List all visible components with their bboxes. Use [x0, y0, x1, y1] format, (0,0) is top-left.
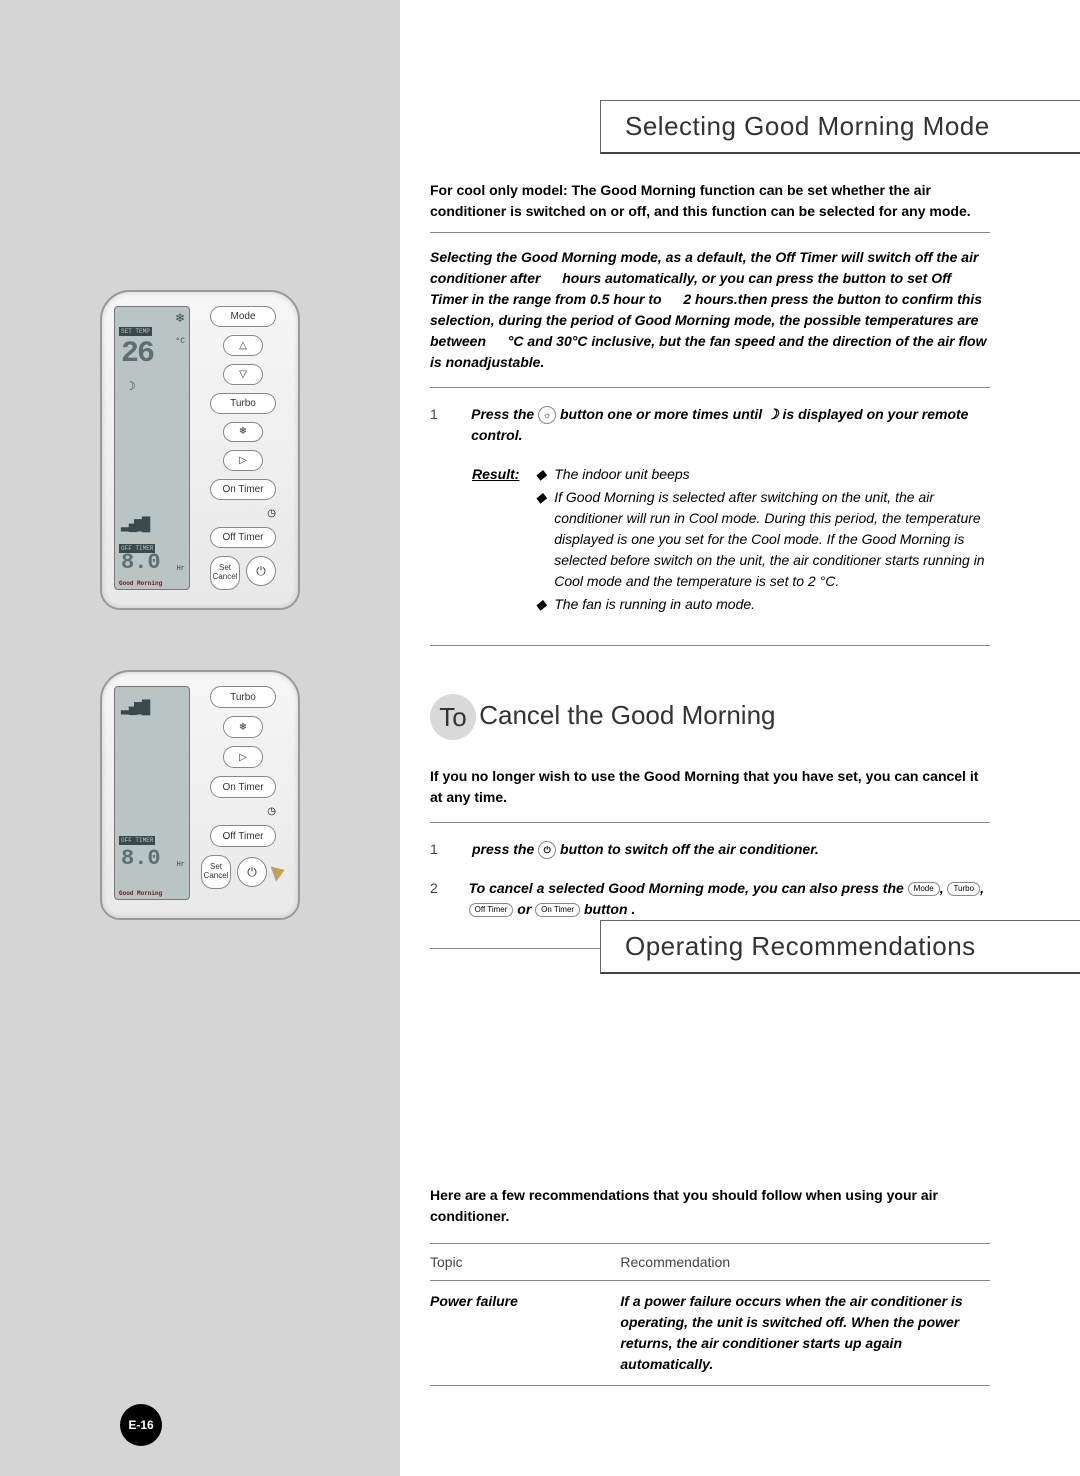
remote-turbo-button-2: Turbo [210, 686, 276, 708]
section2-step1-text: press the ⏻ button to switch off the air… [472, 839, 819, 860]
section2-step2-text: To cancel a selected Good Morning mode, … [469, 878, 990, 920]
section1-result: Result: ◆The indoor unit beeps ◆If Good … [430, 464, 990, 617]
cursor-indicator-icon [271, 862, 288, 881]
remote-illustration-1: ❄ SET TEMP 26 °C ☽ ▂▄▆█ OFF TIMER 8.0 Hr… [100, 290, 300, 610]
screen-hr-label-2: Hr [177, 861, 185, 869]
result-bullet-2: If Good Morning is selected after switch… [554, 487, 990, 592]
screen-good-morning-label: Good Morning [118, 580, 163, 587]
screen-moon-icon: ☽ [125, 379, 136, 394]
section2-step1: 1 press the ⏻ button to switch off the a… [430, 839, 990, 860]
screen-good-morning-2: Good Morning [118, 890, 163, 897]
section3-intro: Here are a few recommendations that you … [430, 1185, 990, 1244]
remote-up-button: △ [223, 335, 263, 356]
mode-button-inline: Mode [908, 882, 940, 896]
remote-screen: ❄ SET TEMP 26 °C ☽ ▂▄▆█ OFF TIMER 8.0 Hr… [114, 306, 190, 590]
step-number-2-2: 2 [430, 878, 441, 920]
heading-rest: Cancel the Good Morning [472, 700, 776, 730]
remote-swing-button-2: ▷ [223, 746, 263, 768]
result-body: ◆The indoor unit beeps ◆If Good Morning … [535, 464, 990, 617]
section1-intro-italic: Selecting the Good Morning mode, as a de… [430, 247, 990, 388]
screen-temp-value: 26 [121, 337, 153, 371]
section1-intro-bold: For cool only model: The Good Morning fu… [430, 180, 990, 233]
turbo-button-inline: Turbo [947, 882, 980, 896]
remote-snow-button-2: ❄ [223, 716, 263, 738]
remote-swing-button: ▷ [223, 450, 263, 471]
screen-set-temp-label: SET TEMP [119, 327, 152, 336]
rec-topic: Power failure [430, 1281, 620, 1386]
remote-turbo-button: Turbo [210, 393, 276, 414]
section2-intro: If you no longer wish to use the Good Mo… [430, 766, 990, 823]
table-row: Power failure If a power failure occurs … [430, 1281, 990, 1386]
result-label: Result: [472, 464, 519, 617]
remote-set-cancel-button: SetCancel [210, 556, 240, 590]
remote-down-button: ▽ [223, 364, 263, 385]
screen-fan-bars: ▂▄▆█ [121, 516, 147, 533]
remote-mode-button: Mode [210, 306, 276, 327]
power-icon: ⏻ [538, 841, 556, 859]
remote-power-button: ⏻ [246, 556, 276, 586]
remote-screen-2: ▂▄▆█ OFF TIMER 8.0 Hr Good Morning [114, 686, 190, 900]
remote-on-timer-button: On Timer [210, 479, 276, 500]
screen-ice-icon: ❄ [175, 311, 185, 326]
remote-illustration-2: ▂▄▆█ OFF TIMER 8.0 Hr Good Morning Turbo… [100, 670, 300, 920]
illustration-column: ❄ SET TEMP 26 °C ☽ ▂▄▆█ OFF TIMER 8.0 Hr… [0, 0, 400, 1476]
moon-icon: ☽ [766, 406, 779, 422]
rec-col-topic: Topic [430, 1244, 620, 1281]
section-heading-cancel: To Cancel the Good Morning [430, 694, 990, 740]
step-number-2-1: 1 [430, 839, 444, 860]
off-timer-button-inline: Off Timer [469, 903, 514, 917]
result-bullet-1: The indoor unit beeps [554, 464, 689, 485]
remote-power-button-2: ⏻ [237, 857, 267, 887]
remote-off-timer-button-2: Off Timer [210, 825, 276, 847]
screen-timer-value-2: 8.0 [121, 846, 161, 871]
section-heading-good-morning: Selecting Good Morning Mode [600, 100, 1080, 154]
step1-text: Press the ☼ button one or more times unt… [471, 404, 990, 446]
remote-on-timer-button-2: On Timer [210, 776, 276, 798]
rec-col-recommendation: Recommendation [620, 1244, 990, 1281]
screen-timer-value: 8.0 [121, 550, 161, 575]
heading-circle: To [430, 694, 476, 740]
section-heading-recommendations: Operating Recommendations [600, 920, 1080, 974]
separator [430, 645, 990, 646]
screen-hr-label: Hr [177, 565, 185, 573]
section1-step1: 1 Press the ☼ button one or more times u… [430, 404, 990, 446]
rec-text: If a power failure occurs when the air c… [620, 1281, 990, 1386]
on-timer-button-inline: On Timer [535, 903, 580, 917]
recommendations-table: Topic Recommendation Power failure If a … [430, 1244, 990, 1386]
screen-temp-unit: °C [175, 337, 185, 346]
result-bullet-3: The fan is running in auto mode. [554, 594, 755, 615]
remote-snow-button: ❄ [223, 422, 263, 443]
screen-off-timer-label-2: OFF TIMER [119, 836, 155, 845]
page-number-badge: E-16 [120, 1404, 162, 1446]
remote-off-timer-button: Off Timer [210, 527, 276, 548]
good-morning-icon: ☼ [538, 406, 556, 424]
content-column: Selecting Good Morning Mode For cool onl… [400, 0, 1080, 1476]
section2-step2: 2 To cancel a selected Good Morning mode… [430, 878, 990, 920]
step-number: 1 [430, 404, 443, 446]
screen-fan-bars-2: ▂▄▆█ [121, 699, 147, 716]
remote-set-cancel-button-2: SetCancel [201, 855, 231, 889]
